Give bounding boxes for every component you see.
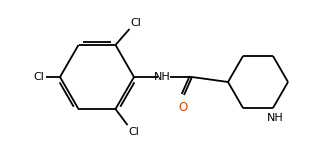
- Text: Cl: Cl: [128, 127, 139, 137]
- Text: NH: NH: [267, 113, 283, 123]
- Text: Cl: Cl: [33, 72, 44, 82]
- Text: Cl: Cl: [131, 18, 141, 28]
- Text: NH: NH: [154, 72, 170, 82]
- Text: O: O: [178, 101, 188, 114]
